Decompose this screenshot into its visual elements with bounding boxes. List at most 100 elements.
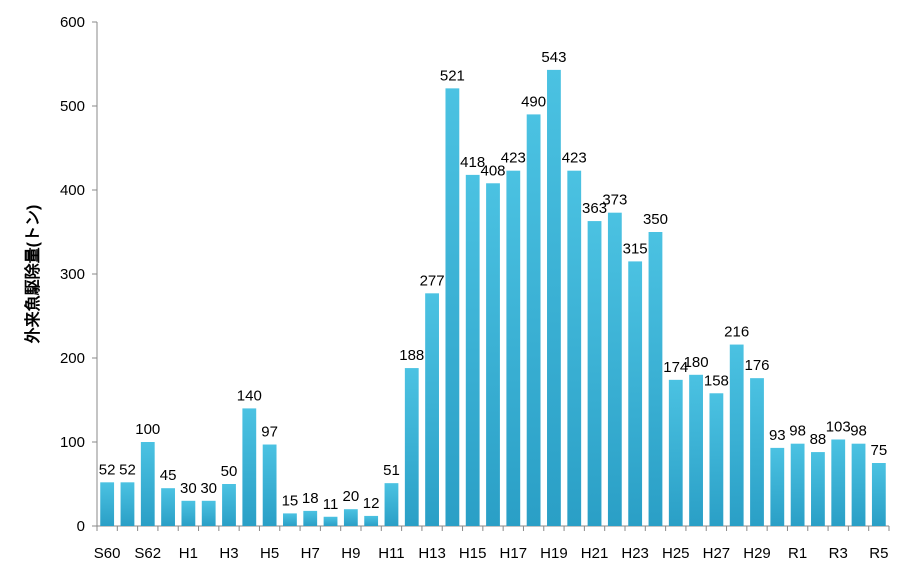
data-label-H18: 490 — [521, 93, 546, 110]
data-label-H9: 20 — [343, 488, 360, 505]
bar-H10 — [364, 515, 379, 526]
bar-H25 — [668, 379, 683, 526]
bar-H24 — [648, 232, 663, 526]
data-label-H29: 176 — [744, 357, 769, 374]
x-tick-label-H11: H11 — [378, 545, 404, 562]
y-tick-label: 300 — [60, 266, 85, 283]
bar-H13 — [425, 293, 439, 526]
bar-H7 — [303, 510, 318, 526]
bar-R4 — [851, 443, 866, 526]
data-label-H12: 188 — [399, 347, 424, 364]
data-label-H23: 315 — [623, 240, 648, 257]
x-tick-label-H15: H15 — [459, 545, 487, 562]
bar-H2 — [201, 500, 216, 526]
data-label-R5: 75 — [871, 442, 888, 459]
bar-H18 — [526, 114, 541, 527]
bar-S60 — [100, 482, 115, 526]
bar-R2 — [811, 452, 825, 526]
data-label-H4: 140 — [237, 387, 262, 404]
bar-H17 — [506, 170, 521, 526]
data-label-H11: 51 — [383, 462, 400, 479]
data-label-H8: 11 — [323, 496, 339, 513]
bar-H23 — [628, 261, 643, 526]
bar-S63 — [161, 488, 175, 526]
bar-H12 — [404, 368, 419, 526]
data-label-S63: 45 — [160, 467, 177, 484]
y-tick-label: 100 — [60, 434, 85, 451]
data-label-S61: 52 — [119, 461, 136, 478]
x-tick-labels: S60 S62 H1 H3 H5 H7 H9 H11 H13 H15 H17 H19 H21 H23 H25… — [94, 545, 889, 562]
x-tick-label-H25: H25 — [662, 545, 690, 562]
data-label-R1: 98 — [789, 423, 806, 440]
x-tick-label-R1: R1 — [788, 545, 807, 562]
y-tick-label: 500 — [60, 98, 85, 115]
bar-H5 — [262, 444, 277, 526]
data-label-H1: 30 — [180, 480, 197, 497]
y-tick-label: 400 — [60, 182, 85, 199]
x-tick-label-R5: R5 — [869, 545, 888, 562]
data-label-H2: 30 — [200, 480, 217, 497]
bars — [100, 69, 886, 527]
data-label-H16: 408 — [480, 162, 505, 179]
bar-H14 — [445, 88, 460, 527]
bar-H15 — [465, 174, 480, 526]
data-label-H15: 418 — [460, 154, 485, 171]
x-tick-label-H7: H7 — [301, 545, 320, 562]
bar-H16 — [486, 183, 500, 526]
x-tick-label-H23: H23 — [621, 545, 649, 562]
data-label-S60: 52 — [99, 461, 116, 478]
data-label-H3: 50 — [221, 463, 238, 480]
bar-H3 — [222, 484, 236, 526]
x-tick-label-H5: H5 — [260, 545, 279, 562]
data-label-H28: 216 — [724, 324, 749, 341]
y-tick-label: 600 — [60, 14, 85, 31]
bar-H6 — [283, 513, 297, 526]
data-label-H30: 93 — [769, 427, 786, 444]
data-label-H21: 363 — [582, 200, 607, 217]
data-label-H26: 180 — [684, 354, 709, 371]
x-tick-label-H3: H3 — [219, 545, 238, 562]
data-label-R3: 103 — [826, 418, 851, 435]
bar-H4 — [242, 408, 257, 526]
x-tick-label-H29: H29 — [743, 545, 771, 562]
data-label-H19: 543 — [541, 49, 566, 66]
bar-R5 — [871, 463, 886, 526]
x-tick-label-H1: H1 — [179, 545, 198, 562]
data-label-H7: 18 — [302, 490, 319, 507]
x-tick-label-H17: H17 — [500, 545, 528, 562]
y-axis-label: 外来魚駆除量(トン) — [23, 205, 42, 345]
bar-H30 — [770, 447, 785, 526]
bar-R1 — [790, 443, 805, 526]
bar-H26 — [689, 374, 703, 526]
bar-S62 — [140, 442, 155, 526]
x-tick-label-H19: H19 — [540, 545, 568, 562]
x-tick-label-S62: S62 — [134, 545, 161, 562]
bar-H9 — [343, 509, 358, 526]
data-label-H20: 423 — [562, 150, 587, 167]
bar-H20 — [567, 170, 582, 526]
data-label-R2: 88 — [810, 431, 827, 448]
bar-H28 — [729, 344, 744, 526]
y-tick-label: 200 — [60, 350, 85, 367]
bar-H27 — [709, 393, 724, 526]
bar-H11 — [384, 483, 399, 526]
bar-H8 — [323, 516, 338, 526]
x-tick-label-H21: H21 — [581, 545, 609, 562]
data-label-H24: 350 — [643, 211, 668, 228]
x-tick-label-H9: H9 — [341, 545, 360, 562]
data-label-H6: 15 — [282, 492, 299, 509]
data-label-H14: 521 — [440, 67, 465, 84]
x-tick-label-R3: R3 — [829, 545, 848, 562]
bar-H29 — [750, 378, 764, 526]
data-label-H22: 373 — [602, 192, 627, 209]
data-label-S62: 100 — [135, 421, 160, 438]
y-tick-labels: 0 100 200 300 400 500 600 — [60, 14, 85, 535]
x-tick-label-H13: H13 — [418, 545, 446, 562]
bar-H21 — [587, 221, 602, 526]
data-label-H5: 97 — [261, 424, 278, 441]
bar-H22 — [607, 212, 622, 526]
y-tick-label: 0 — [77, 518, 85, 535]
bar-R3 — [831, 439, 846, 526]
